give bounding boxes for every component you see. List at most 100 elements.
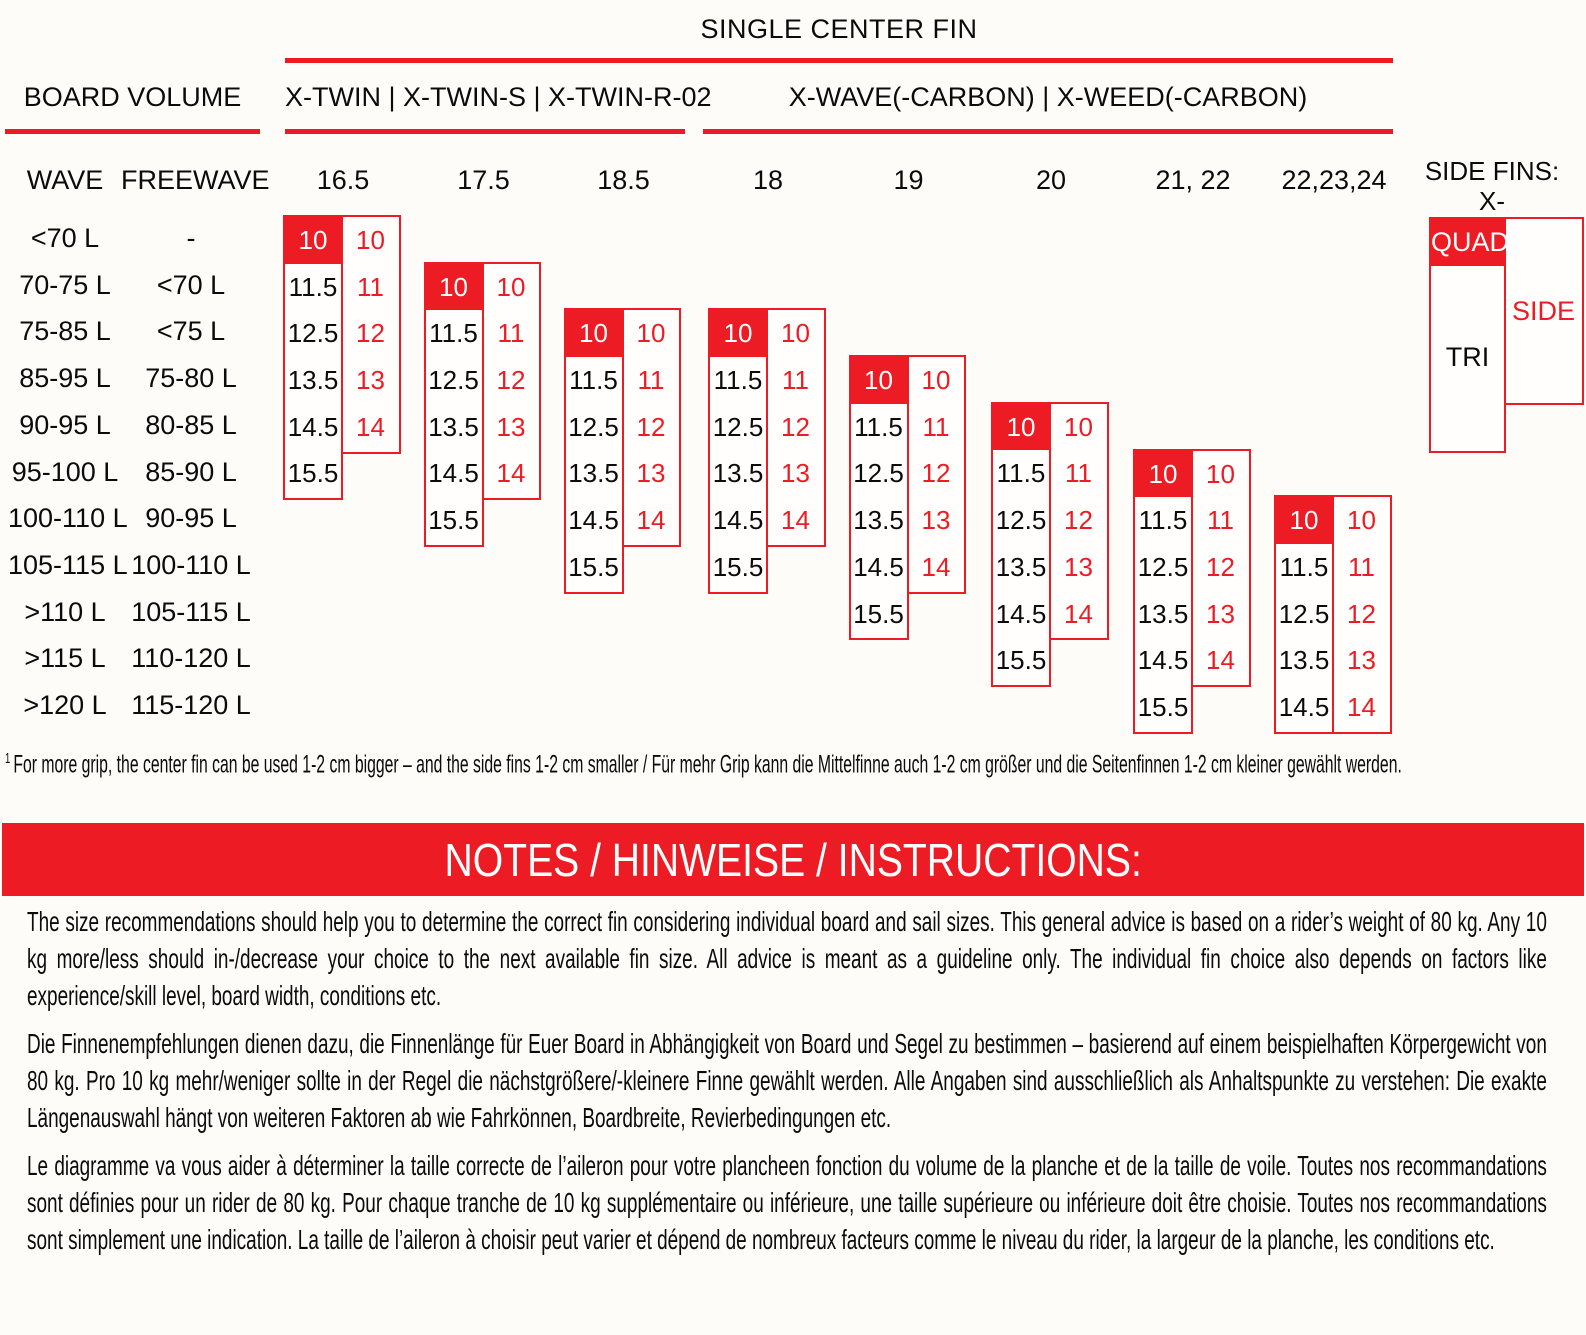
center-fin-size: 15.5 xyxy=(428,505,479,536)
freewave-volume-label: 85-90 L xyxy=(145,456,237,487)
wave-volume-label: >115 L xyxy=(24,643,106,674)
side-fins-prefix: X- xyxy=(1479,186,1505,216)
footnote-text: For more grip, the center fin can be use… xyxy=(13,750,1402,779)
sail-size-header: 20 xyxy=(1035,165,1067,195)
notes-banner-title: NOTES / HINWEISE / INSTRUCTIONS: xyxy=(444,833,1142,886)
freewave-volume-label: 110-120 L xyxy=(131,643,251,674)
side-fin-size: 13 xyxy=(781,458,810,489)
freewave-volume-label: - xyxy=(186,223,196,253)
side-legend-box: SIDE xyxy=(1503,217,1584,405)
side-fin-size: 10 xyxy=(921,365,951,396)
tri-label: TRI xyxy=(1445,342,1490,372)
side-fins-label: SIDE FINS: xyxy=(1424,156,1560,186)
center-fin-size: 14.5 xyxy=(1278,691,1330,722)
center-fin-size: 12.5 xyxy=(287,318,339,349)
center-fin-size: 14.5 xyxy=(287,411,339,442)
center-fin-size: 15.5 xyxy=(995,645,1047,676)
sail-size-header: 17.5 xyxy=(457,165,510,195)
center-fin-size: 11.5 xyxy=(1279,551,1329,582)
fin-group-wave-header: X-WAVE(-CARBON) | X-WEED(-CARBON) xyxy=(788,82,1308,112)
wave-volume-label: >110 L xyxy=(24,596,106,627)
freewave-volume-label: 105-115 L xyxy=(131,596,251,627)
center-fin-column: 10 11.5 12.5 13.5 14.5 15.5 xyxy=(708,308,768,594)
wave-volume-label: 105-115 L xyxy=(8,549,128,580)
center-fin-size-highlight: 10 xyxy=(710,310,766,358)
center-fin-column: 10 11.5 12.5 13.5 14.5 15.5 xyxy=(423,261,484,547)
side-fin-size: 11 xyxy=(922,411,950,442)
side-fin-size: 13 xyxy=(921,505,951,536)
side-fin-size: 13 xyxy=(1347,645,1376,676)
center-fin-size: 11.5 xyxy=(288,271,338,302)
side-fin-column: 10 11 12 13 14 xyxy=(1331,495,1392,734)
side-fin-column: 10 11 12 13 14 xyxy=(1190,448,1251,687)
wave-volume-label: <70 L xyxy=(30,223,100,253)
center-fin-size: 11.5 xyxy=(1138,505,1188,536)
side-fin-size: 14 xyxy=(921,551,951,582)
center-fin-size: 15.5 xyxy=(287,458,339,489)
center-fin-size: 14.5 xyxy=(568,505,619,536)
side-fin-size: 12 xyxy=(636,411,666,442)
center-fin-column: 10 11.5 12.5 13.5 14.5 15.5 xyxy=(283,215,343,501)
side-fin-size: 13 xyxy=(1206,598,1235,629)
fin-group-twin-underline xyxy=(285,129,685,134)
notes-banner: NOTES / HINWEISE / INSTRUCTIONS: xyxy=(2,823,1584,896)
side-fin-size: 11 xyxy=(357,271,384,302)
center-fin-size: 14.5 xyxy=(428,458,479,489)
side-fin-size: 14 xyxy=(1064,598,1093,629)
side-fin-size: 11 xyxy=(1207,505,1234,536)
tri-quad-legend-box: QUAD TRI xyxy=(1429,217,1509,453)
side-fin-size: 13 xyxy=(496,411,526,442)
center-fin-size: 11.5 xyxy=(996,458,1046,489)
side-fin-size: 12 xyxy=(1064,505,1093,536)
side-label: SIDE xyxy=(1511,295,1576,326)
side-fin-size: 14 xyxy=(1347,691,1376,722)
side-fin-size: 10 xyxy=(1064,411,1093,442)
fin-group-wave-underline xyxy=(703,129,1393,134)
side-fin-size: 11 xyxy=(637,365,665,396)
center-fin-size: 15.5 xyxy=(853,598,904,629)
footnote: 1 For more grip, the center fin can be us… xyxy=(5,750,1549,779)
side-fin-size: 14 xyxy=(636,505,666,536)
side-fin-size: 13 xyxy=(1064,551,1093,582)
sail-size-header: 22,23,24 xyxy=(1281,165,1387,195)
side-fin-size: 12 xyxy=(1206,551,1235,582)
notes-paragraph-de: Die Finnenempfehlungen dienen dazu, die … xyxy=(27,1028,1547,1133)
fin-group-twin-header: X-TWIN | X-TWIN-S | X-TWIN-R-02 xyxy=(285,82,712,112)
side-fin-size: 10 xyxy=(496,271,526,302)
sail-size-header: 18 xyxy=(752,165,784,195)
freewave-volume-label: <75 L xyxy=(156,316,226,347)
side-fin-size: 12 xyxy=(496,365,526,396)
side-fin-column: 10 11 12 13 14 xyxy=(481,261,541,501)
wave-volume-label: 95-100 L xyxy=(11,456,119,487)
center-fin-column: 10 11.5 12.5 13.5 14.5 15.5 xyxy=(848,355,909,641)
freewave-column-header: FREEWAVE xyxy=(121,165,270,195)
side-fin-size: 13 xyxy=(636,458,666,489)
center-fin-size: 13.5 xyxy=(995,551,1047,582)
center-fin-size: 15.5 xyxy=(1137,691,1189,722)
side-fin-column: 10 11 12 13 14 xyxy=(765,308,826,547)
center-fin-size: 13.5 xyxy=(1137,598,1189,629)
notes-paragraph-en: The size recommendations should help you… xyxy=(27,906,1547,1011)
side-fin-size: 11 xyxy=(1348,551,1375,582)
side-fin-size: 12 xyxy=(781,411,810,442)
center-fin-size: 12.5 xyxy=(853,458,904,489)
side-fin-column: 10 11 12 13 14 xyxy=(1048,401,1109,641)
wave-volume-label: 85-95 L xyxy=(19,363,111,394)
center-fin-size: 13.5 xyxy=(1278,645,1330,676)
center-fin-size: 11.5 xyxy=(713,365,763,396)
wave-volume-label: 100-110 L xyxy=(8,503,128,534)
center-fin-column: 10 11.5 12.5 13.5 14.5 15.5 xyxy=(563,308,624,594)
board-volume-underline xyxy=(5,129,260,134)
center-fin-size: 13.5 xyxy=(287,365,339,396)
center-fin-size-highlight: 10 xyxy=(425,263,482,311)
center-fin-size: 13.5 xyxy=(428,411,479,442)
center-fin-size: 13.5 xyxy=(712,458,764,489)
center-fin-size-highlight: 10 xyxy=(1135,450,1191,498)
center-fin-size: 13.5 xyxy=(568,458,619,489)
notes-paragraph-fr: Le diagramme va vous aider à déterminer … xyxy=(27,1150,1547,1255)
side-fin-size: 10 xyxy=(1206,458,1235,489)
center-fin-size: 15.5 xyxy=(568,551,619,582)
side-fin-column: 10 11 12 13 14 xyxy=(340,215,401,454)
sail-size-header: 16.5 xyxy=(316,165,370,195)
center-fin-size: 14.5 xyxy=(712,505,764,536)
